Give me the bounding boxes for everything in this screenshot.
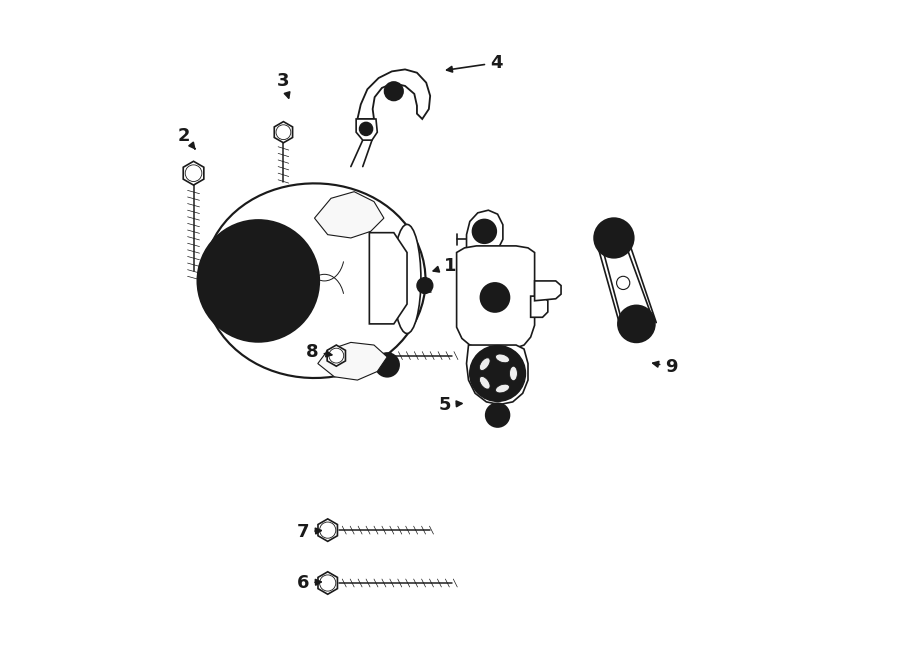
Ellipse shape	[480, 358, 491, 370]
Ellipse shape	[496, 384, 509, 393]
Polygon shape	[466, 210, 503, 254]
Ellipse shape	[509, 366, 518, 381]
Circle shape	[472, 219, 496, 243]
Text: 7: 7	[297, 523, 321, 541]
Polygon shape	[318, 519, 338, 541]
Polygon shape	[318, 342, 387, 380]
Ellipse shape	[480, 377, 491, 389]
Polygon shape	[456, 246, 535, 349]
Circle shape	[359, 122, 373, 136]
Circle shape	[594, 218, 634, 258]
Polygon shape	[356, 119, 377, 140]
Circle shape	[254, 276, 263, 286]
Ellipse shape	[393, 224, 421, 334]
Ellipse shape	[496, 354, 509, 363]
Polygon shape	[327, 345, 346, 366]
Text: 3: 3	[277, 71, 290, 98]
Polygon shape	[184, 161, 203, 185]
Polygon shape	[203, 183, 426, 378]
Text: 8: 8	[306, 342, 332, 361]
Circle shape	[384, 82, 403, 100]
Circle shape	[248, 271, 268, 291]
Polygon shape	[466, 345, 528, 405]
Polygon shape	[357, 69, 430, 119]
Text: 1: 1	[433, 256, 456, 275]
Text: 2: 2	[178, 126, 195, 149]
Circle shape	[239, 262, 277, 299]
Circle shape	[417, 278, 433, 293]
Polygon shape	[369, 233, 407, 324]
Polygon shape	[535, 281, 561, 301]
Polygon shape	[531, 296, 548, 317]
Circle shape	[486, 403, 509, 427]
Circle shape	[375, 353, 399, 377]
Circle shape	[470, 346, 526, 401]
Circle shape	[618, 305, 655, 342]
Text: 5: 5	[438, 395, 462, 414]
Polygon shape	[318, 572, 338, 594]
Text: 6: 6	[297, 574, 321, 592]
Text: 4: 4	[446, 54, 502, 72]
Circle shape	[491, 368, 503, 379]
Circle shape	[481, 283, 509, 312]
Polygon shape	[314, 192, 384, 238]
Circle shape	[197, 220, 320, 342]
Polygon shape	[274, 122, 292, 143]
Text: 9: 9	[652, 358, 678, 376]
